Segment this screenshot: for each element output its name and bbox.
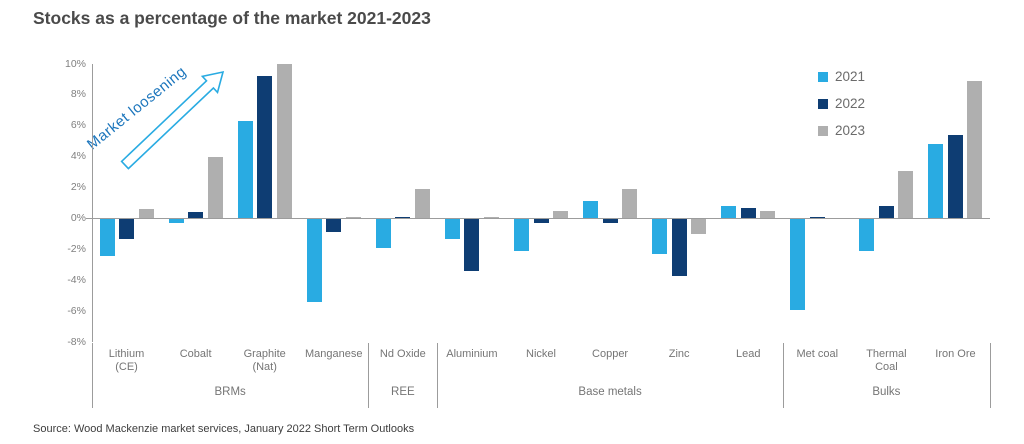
- y-tick-label: 4%: [70, 150, 86, 163]
- group-divider: [368, 343, 370, 408]
- bar-2023-graphite-(nat): [276, 64, 292, 219]
- bar-2021-iron-ore: [928, 144, 944, 219]
- source-note: Source: Wood Mackenzie market services, …: [33, 423, 415, 435]
- y-tick-label: 10%: [64, 57, 86, 70]
- y-tick-label: -2%: [67, 242, 86, 255]
- bar-2023-lithium-(ce): [138, 209, 154, 219]
- category-label: Copper: [592, 348, 629, 360]
- category-label: Nickel: [526, 348, 556, 360]
- group-label: Base metals: [578, 386, 642, 398]
- bar-2022-manganese: [326, 218, 342, 233]
- category-label: Lead: [735, 348, 761, 360]
- bar-2023-cobalt: [207, 156, 223, 219]
- group-label: BRMs: [214, 386, 246, 398]
- group-divider: [782, 343, 784, 408]
- bar-2023-iron-ore: [967, 80, 983, 219]
- bar-2021-manganese: [306, 218, 322, 302]
- category-label: Manganese: [305, 348, 363, 360]
- legend-label: 2022: [835, 96, 866, 111]
- category-label: Thermal Coal: [866, 348, 907, 373]
- bar-2021-copper: [583, 201, 599, 219]
- bar-2021-lead: [721, 206, 737, 219]
- bar-2023-copper: [622, 189, 638, 219]
- bar-2023-nickel: [553, 210, 568, 219]
- legend-item-2021: 2021: [818, 63, 865, 90]
- category-label: Cobalt: [179, 348, 212, 360]
- bar-2023-manganese: [345, 216, 361, 219]
- legend-label: 2021: [835, 69, 866, 84]
- bar-2023-nd-oxide: [414, 189, 430, 219]
- legend: 2021 2022 2023: [818, 63, 865, 144]
- bar-2021-nd-oxide: [375, 218, 391, 248]
- group-label: REE: [391, 386, 415, 398]
- group-label: Bulks: [872, 386, 901, 398]
- y-tick-label: 6%: [70, 119, 86, 132]
- bar-2022-iron-ore: [947, 135, 963, 219]
- bar-2022-thermal-coal: [878, 206, 894, 219]
- group-divider: [92, 343, 93, 408]
- zero-line: [92, 217, 990, 219]
- bar-2022-cobalt: [188, 212, 204, 219]
- category-label: Nd Oxide: [379, 348, 426, 360]
- y-tick-label: -4%: [67, 273, 86, 286]
- category-label: Lithium (CE): [108, 348, 145, 373]
- legend-swatch-icon: [818, 71, 828, 82]
- bar-2021-zinc: [652, 218, 668, 254]
- legend-item-2022: 2022: [818, 90, 865, 117]
- group-divider: [990, 343, 991, 408]
- bar-2021-lithium-(ce): [99, 218, 115, 256]
- bar-2022-aluminium: [464, 218, 480, 271]
- y-axis-line: [92, 64, 93, 342]
- bar-2022-nickel: [533, 218, 549, 224]
- bar-2023-aluminium: [483, 216, 499, 219]
- bar-2022-copper: [602, 218, 618, 224]
- bar-2021-nickel: [514, 218, 529, 251]
- bar-2021-graphite-(nat): [237, 121, 253, 219]
- bar-2022-lithium-(ce): [119, 218, 135, 239]
- legend-swatch-icon: [818, 125, 828, 136]
- y-tick-label: 2%: [70, 181, 86, 194]
- bar-2021-thermal-coal: [859, 218, 875, 251]
- category-label: Graphite (Nat): [243, 348, 286, 373]
- category-label: Zinc: [668, 348, 690, 360]
- bar-2022-lead: [740, 207, 756, 219]
- legend-label: 2023: [835, 123, 866, 138]
- bar-2021-cobalt: [168, 218, 184, 224]
- bar-2023-zinc: [691, 218, 707, 234]
- y-tick-label: -6%: [67, 304, 86, 317]
- bar-2023-thermal-coal: [898, 170, 914, 219]
- category-label: Aluminium: [446, 348, 498, 360]
- bar-2022-graphite-(nat): [257, 76, 273, 219]
- legend-item-2023: 2023: [818, 117, 865, 144]
- market-loosening-arrow-icon: [120, 70, 225, 170]
- y-tick-label: 8%: [70, 88, 86, 101]
- category-label: Met coal: [796, 348, 839, 360]
- bar-2022-zinc: [671, 218, 687, 276]
- bar-2021-met-coal: [790, 218, 806, 310]
- group-divider: [437, 343, 439, 408]
- chart-title: Stocks as a percentage of the market 202…: [33, 8, 431, 28]
- zero-tick: [86, 217, 92, 219]
- category-label: Iron Ore: [935, 348, 976, 360]
- legend-swatch-icon: [818, 98, 828, 109]
- bar-2021-aluminium: [444, 218, 460, 239]
- bar-2023-lead: [760, 210, 776, 219]
- bar-2022-nd-oxide: [395, 216, 411, 219]
- y-tick-label: -8%: [67, 335, 86, 348]
- y-tick-label: 0%: [70, 211, 86, 224]
